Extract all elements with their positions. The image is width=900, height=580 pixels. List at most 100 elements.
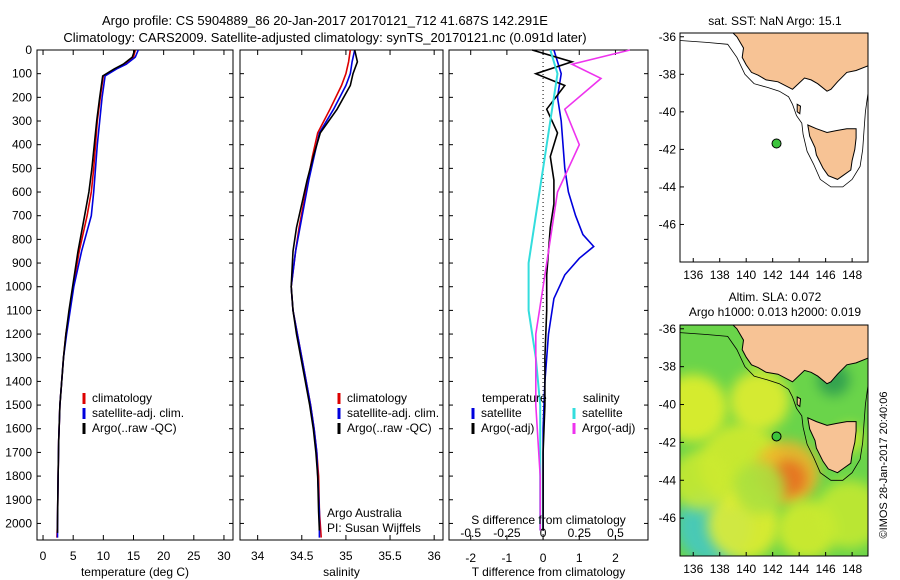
depth-tick-label: 300 [12,114,32,128]
depth-tick-label: 1400 [5,374,32,388]
sst-map-xtick-label: 136 [683,268,703,282]
temp-legend-label: Argo(..raw -QC) [92,421,177,435]
sst-map-frame [679,32,869,263]
sst-map-xtick-label: 144 [789,268,809,282]
diff-temp-legend-label: satellite [481,406,522,420]
sla-map-anomaly-patch [815,480,868,549]
diff-series-sal-argo [534,49,631,531]
diff-sal-tick-label: -0.25 [493,526,521,540]
diff-sal-legend-label: satellite [582,406,623,420]
sal-annotation-pi: PI: Susan Wijffels [327,521,421,535]
sst-map-xtick-label: 138 [710,268,730,282]
depth-tick-label: 1800 [5,469,32,483]
sla-map-depth-contour [680,332,868,481]
depth-tick-label: 0 [25,43,32,57]
salinity-frame [239,49,444,541]
depth-tick-label: 1600 [5,422,32,436]
sla-map-anomaly-patch [729,370,790,431]
figure-title-line1: Argo profile: CS 5904889_86 20-Jan-2017 … [102,13,548,28]
temp-series-argo [56,49,136,533]
diff-sal-tick-label: 0.5 [607,526,624,540]
sst-map-land-king-island [796,103,802,115]
sla-map-xtick-label: 146 [816,562,836,576]
sla-map-ytick-label: -36 [659,322,677,336]
temperature-xlabel: temperature (deg C) [81,565,189,579]
temperature-xtick-label: 10 [97,549,111,563]
sla-map-frame [679,324,869,557]
sst-map-ytick-label: -42 [659,142,677,156]
diff-series-temp-argo [531,49,575,531]
sla-map-title-line2: Argo h1000: 0.013 h2000: 0.019 [689,305,861,319]
sla-map-anomaly-patch [733,461,786,514]
copyright-text: ©IMOS 28-Jan-2017 20:40:06 [878,392,890,539]
sla-map-anomaly-patch [680,450,732,511]
sst-map-ytick-label: -38 [659,67,677,81]
diff-sal-tick-label: 0 [540,526,547,540]
sst-map-depth-contour [680,40,868,188]
sla-map-plot-area [680,325,868,556]
difference-xtick-label: -1 [502,551,513,565]
diff-temp-legend-label: Argo(-adj) [481,421,534,435]
depth-tick-label: 1900 [5,493,32,507]
diff-sal-tick-label: -0.5 [460,526,481,540]
depth-tick-label: 1700 [5,445,32,459]
depth-tick-label: 1200 [5,327,32,341]
sla-map-xtick-label: 144 [789,562,809,576]
difference-xtick-label: 0 [540,551,547,565]
sla-map-land-mainland [732,325,868,385]
depth-tick-label: 1500 [5,398,32,412]
temperature-xtick-label: 15 [127,549,141,563]
diff-top-label: S difference from climatology [471,513,626,527]
depth-tick-label: 200 [12,90,32,104]
depth-tick-label: 1100 [6,303,32,317]
diff-sal-tick-label: 0.25 [568,526,592,540]
depth-tick-label: 1000 [5,280,32,294]
figure-title-line2: Climatology: CARS2009. Satellite-adjuste… [63,30,587,45]
sal-series-argo [290,49,359,531]
sal-series-climatology [290,49,352,538]
depth-tick-label: 600 [12,185,32,199]
sst-map-xtick-label: 142 [763,268,783,282]
temperature-frame [36,49,234,541]
depth-tick-label: 400 [12,138,32,152]
sst-map-xtick-label: 146 [816,268,836,282]
sal-legend-label: satellite-adj. clim. [347,406,439,420]
depth-tick-label: 700 [12,209,32,223]
sla-map-xtick-label: 136 [683,562,703,576]
salinity-xtick-label: 35.5 [378,549,402,563]
salinity-xtick-label: 35 [339,549,353,563]
sst-map-ytick-label: -46 [659,217,677,231]
salinity-xlabel: salinity [323,565,360,579]
sla-map-xtick-label: 140 [736,562,756,576]
sst-map-title: sat. SST: NaN Argo: 15.1 [708,14,842,28]
diff-series-sal-satellite [527,49,559,531]
sla-map-xtick-label: 138 [710,562,730,576]
sla-map-xtick-label: 148 [842,562,862,576]
sst-map-plot-area [680,33,868,262]
depth-tick-label: 500 [12,161,32,175]
sst-map-xtick-label: 148 [842,268,862,282]
depth-tick-label: 2000 [5,516,32,530]
temperature-xtick-label: 5 [70,549,77,563]
sst-map-ytick-label: -40 [659,105,677,119]
sal-series-satellite [290,49,356,538]
difference-xtick-label: 2 [612,551,619,565]
depth-tick-label: 100 [12,67,32,81]
salinity-xtick-label: 34.5 [290,549,314,563]
temperature-xtick-label: 0 [40,549,47,563]
difference-xtick-label: 1 [576,551,583,565]
diff-legend-title-temp: temperature [482,391,547,405]
temperature-xtick-label: 20 [157,549,171,563]
sla-map-land-king-island [796,396,802,408]
temp-legend-label: satellite-adj. clim. [92,406,184,420]
sla-map-title-line1: Altim. SLA: 0.072 [729,290,822,304]
difference-xtick-label: -2 [465,551,476,565]
salinity-xtick-label: 34 [251,549,265,563]
sst-map-xtick-label: 140 [736,268,756,282]
sla-map-ytick-label: -46 [659,511,677,525]
salinity-xtick-label: 36 [427,549,441,563]
sst-map-ytick-label: -44 [659,180,677,194]
sst-map-land-mainland [732,33,868,92]
